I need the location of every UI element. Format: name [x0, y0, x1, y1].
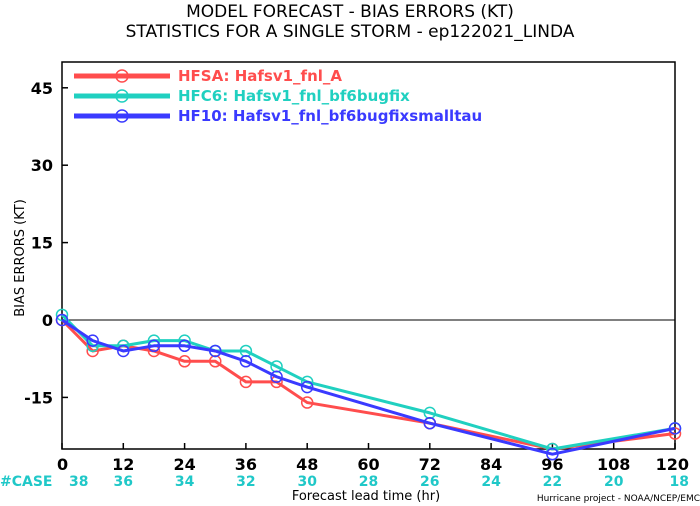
legend-swatch-marker: [115, 89, 129, 103]
data-point: [117, 344, 130, 358]
credit-text: Hurricane project - NOAA/NCEP/EMC: [537, 494, 700, 504]
legend-label: HFSA: Hafsv1_fnl_A: [178, 67, 342, 85]
legend-label: HFC6: Hafsv1_fnl_bf6bugfix: [178, 87, 410, 105]
data-point: [546, 447, 559, 461]
data-point: [270, 370, 283, 384]
x-tick-label: 72: [419, 455, 441, 474]
data-point: [178, 355, 191, 368]
series-layer: [55, 308, 682, 461]
case-count: 36: [114, 474, 133, 490]
data-point: [668, 422, 682, 435]
x-tick-label: 12: [112, 455, 134, 474]
case-count: 20: [604, 474, 624, 490]
x-tick-label: 48: [296, 455, 318, 474]
x-tick-label: 0: [57, 455, 68, 474]
case-count: 28: [359, 474, 378, 490]
data-point: [668, 427, 682, 440]
x-tick-label: 96: [541, 455, 563, 474]
data-point: [423, 416, 437, 430]
y-axis-label: BIAS ERRORS (KT): [13, 199, 28, 317]
y-tick-label: 15: [31, 234, 53, 253]
data-point: [178, 339, 191, 353]
legend-swatch-marker: [115, 109, 129, 123]
legend-swatch-marker: [115, 69, 129, 83]
x-tick-label: 84: [480, 455, 502, 474]
case-count: 34: [175, 474, 195, 490]
data-point: [86, 334, 99, 347]
data-point: [239, 355, 253, 368]
case-label: #CASE: [0, 474, 53, 490]
y-tick-label: 0: [42, 311, 53, 330]
case-count: 30: [297, 474, 317, 490]
y-tick-label: 45: [31, 79, 53, 98]
y-axis-ticks: -15 0 15 30 45: [24, 79, 68, 407]
data-point: [209, 344, 222, 358]
data-point: [300, 380, 314, 394]
legend-label: HF10: Hafsv1_fnl_bf6bugfixsmalltau: [178, 107, 482, 125]
data-point: [300, 396, 314, 409]
legend: HFSA: Hafsv1_fnl_A HFC6: Hafsv1_fnl_bf6bu…: [74, 67, 482, 125]
data-point: [239, 375, 253, 389]
case-count: 18: [670, 474, 689, 490]
y-tick-label: -15: [24, 388, 53, 407]
series-2: [55, 313, 682, 461]
x-tick-label: 60: [357, 455, 379, 474]
case-count: 26: [420, 474, 439, 490]
x-axis-ticks: 0 12 24 36 48 60 72 84 96 108 120: [57, 443, 689, 474]
y-tick-label: 30: [31, 156, 53, 175]
case-count: 32: [236, 474, 255, 490]
chart-title-line1: MODEL FORECAST - BIAS ERRORS (KT): [186, 2, 514, 22]
chart-title-line2: STATISTICS FOR A SINGLE STORM - ep122021…: [126, 22, 575, 42]
x-tick-label: 108: [597, 455, 630, 474]
plot-area: [61, 61, 676, 450]
data-point: [55, 313, 69, 327]
data-point: [147, 339, 161, 353]
case-values: 38 36 34 32 30 28 26 24 22 20 18: [69, 474, 689, 490]
case-count: 38: [69, 474, 88, 490]
x-axis-label: Forecast lead time (hr): [292, 489, 440, 504]
x-tick-label: 120: [656, 455, 689, 474]
x-tick-label: 24: [173, 455, 195, 474]
case-count: 22: [543, 474, 562, 490]
case-count: 24: [481, 474, 501, 490]
x-tick-label: 36: [235, 455, 257, 474]
